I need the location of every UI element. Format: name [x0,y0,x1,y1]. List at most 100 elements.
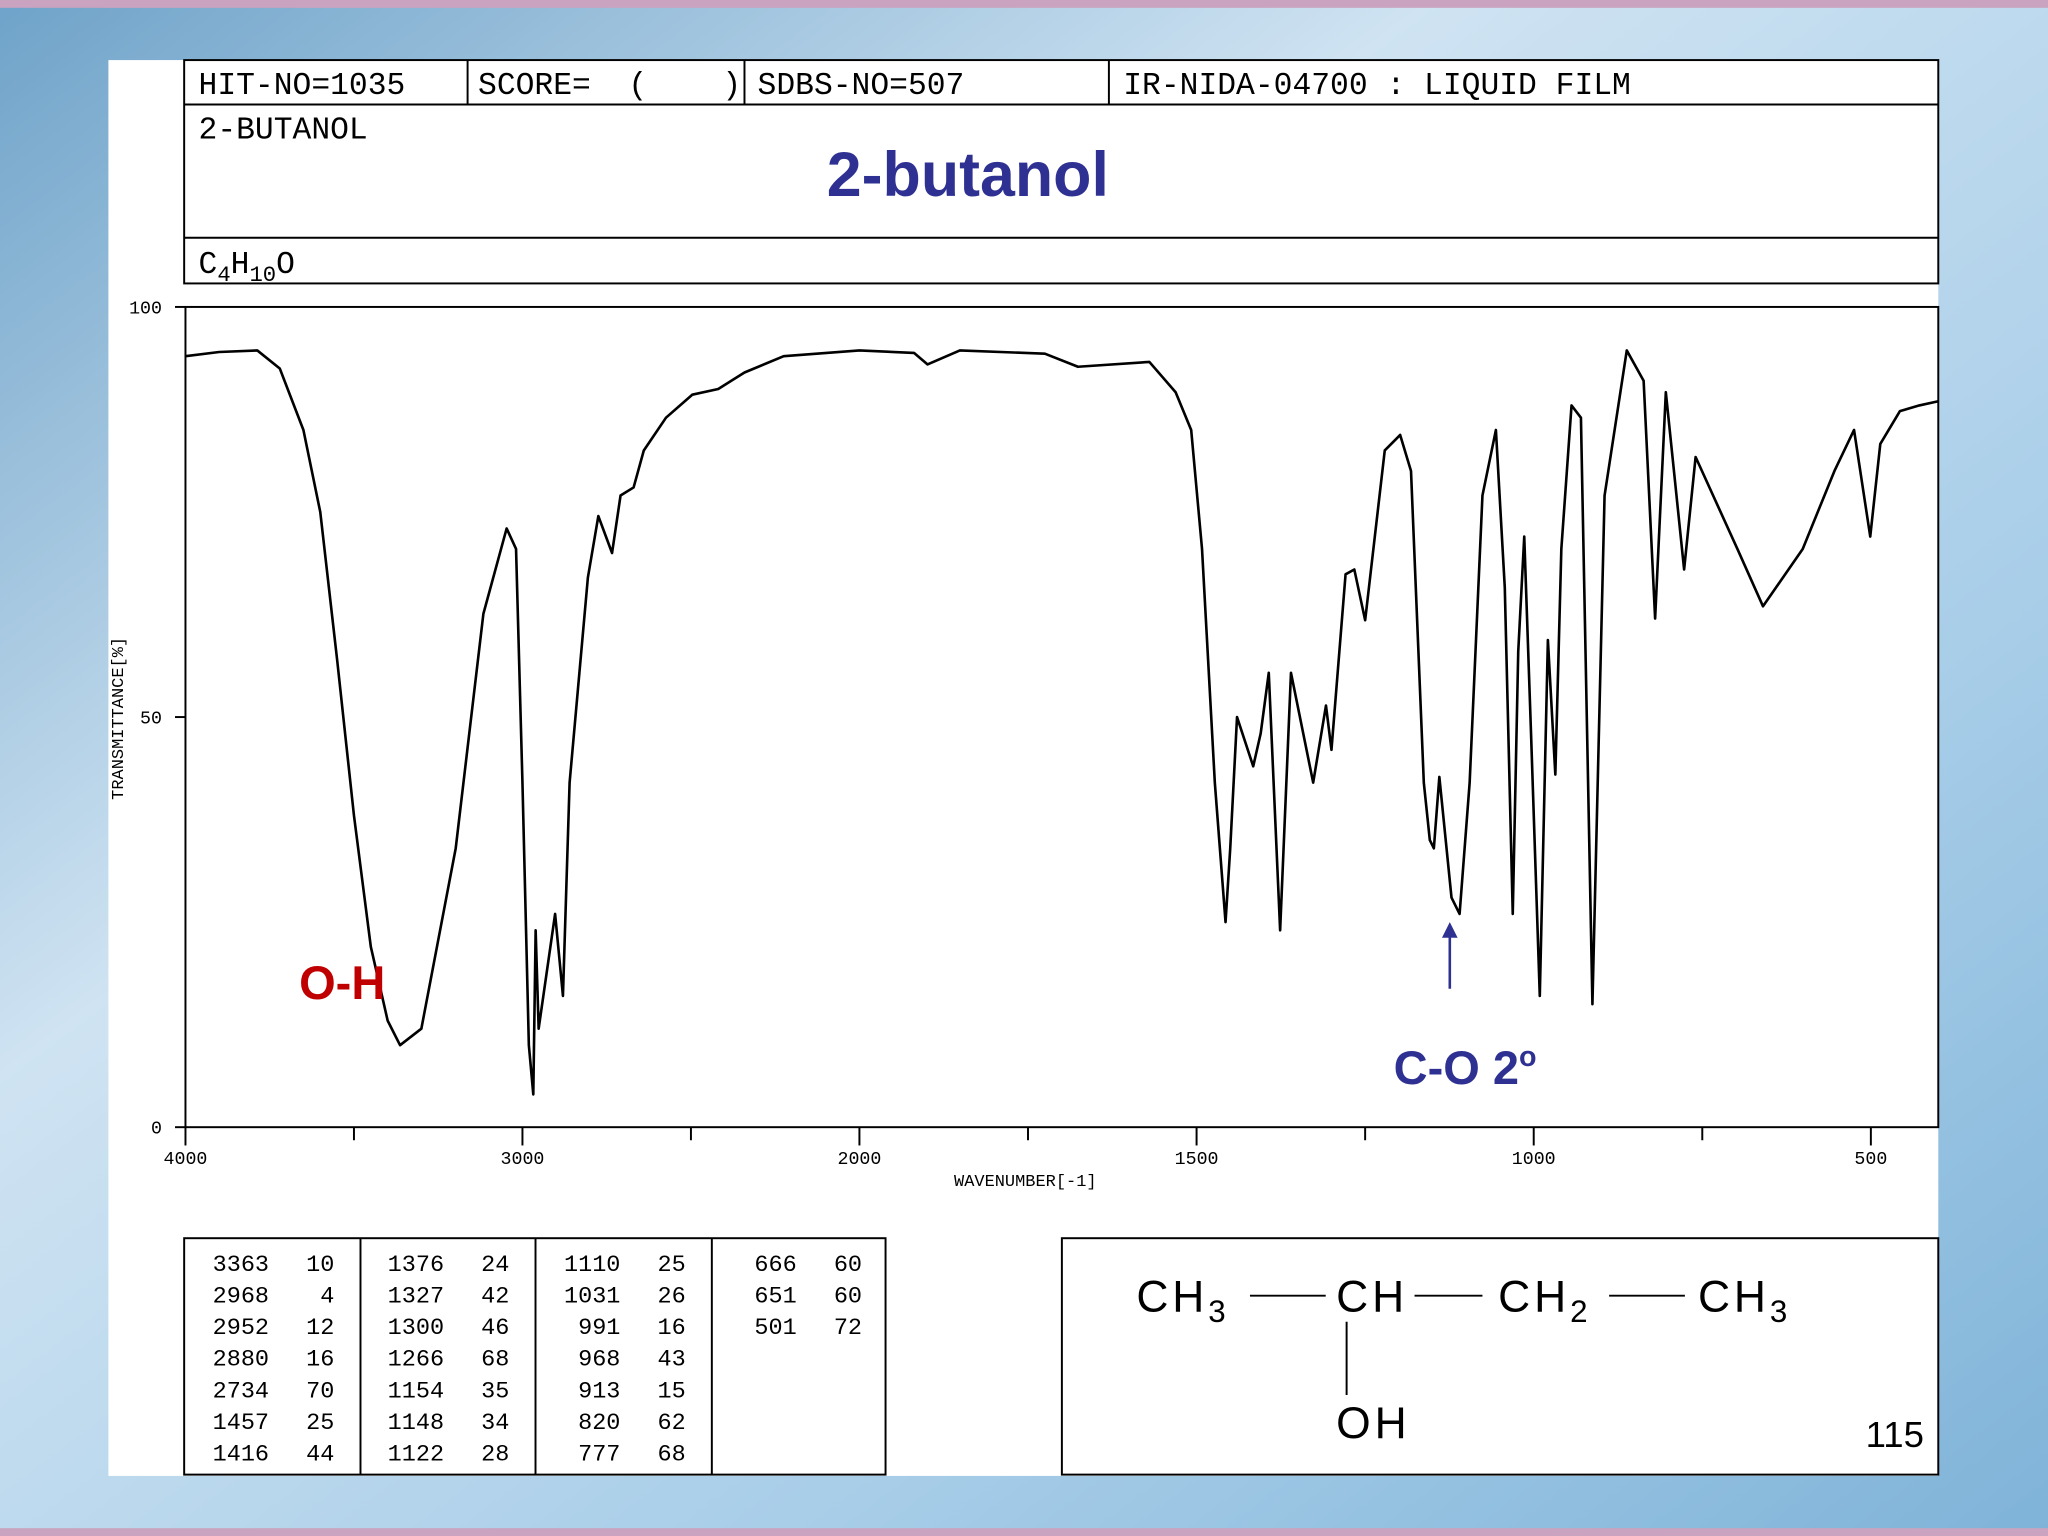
structure-group: CH3 [1698,1272,1791,1328]
peak-wavenumber: 968 [578,1347,620,1374]
structure-group: CH2 [1498,1272,1591,1328]
peak-transmittance: 60 [834,1283,862,1310]
peak-wavenumber: 1457 [213,1410,269,1437]
compound-name: 2-BUTANOL [199,113,368,148]
arrow-head [1441,922,1458,938]
peak-wavenumber: 777 [578,1442,620,1469]
page-number: 115 [1866,1414,1924,1455]
peak-transmittance: 12 [306,1315,334,1342]
x-axis-label: WAVENUMBER[-1] [954,1173,1097,1192]
top-stripe [0,0,2048,8]
peak-transmittance: 25 [657,1252,685,1279]
annotation: O-H [299,956,385,1009]
peak-wavenumber: 2968 [213,1283,269,1310]
x-tick-label: 3000 [501,1150,545,1170]
formula: C4H10O [199,248,295,288]
peak-transmittance: 24 [481,1252,509,1279]
annotation-text: C-O 2 [1394,1041,1519,1094]
peak-wavenumber: 820 [578,1410,620,1437]
peak-transmittance: 62 [657,1410,685,1437]
x-tick-label: 500 [1854,1150,1887,1170]
peak-transmittance: 34 [481,1410,509,1437]
header-frame [183,59,1940,285]
peak-transmittance: 44 [306,1442,334,1469]
method: IR-NIDA-04700 : LIQUID FILM [1123,69,1631,104]
peak-transmittance: 43 [657,1347,685,1374]
peak-transmittance: 10 [306,1252,334,1279]
peak-wavenumber: 651 [754,1283,796,1310]
peak-transmittance: 68 [481,1347,509,1374]
peak-transmittance: 42 [481,1283,509,1310]
group-subscript: 2 [1570,1294,1591,1329]
peak-wavenumber: 2734 [213,1378,269,1405]
peak-transmittance: 4 [320,1283,334,1310]
x-tick-label: 1500 [1175,1150,1219,1170]
peak-transmittance: 35 [481,1378,509,1405]
peak-transmittance: 25 [306,1410,334,1437]
peak-transmittance: 16 [306,1347,334,1374]
sdbs-no: SDBS-NO=507 [758,69,965,104]
bonds [1249,1294,1685,1395]
peak-wavenumber: 2952 [213,1315,269,1342]
peak-wavenumber: 1154 [388,1378,444,1405]
x-tick-label: 1000 [1512,1150,1556,1170]
peak-wavenumber: 1148 [388,1410,444,1437]
peak-wavenumber: 666 [754,1252,796,1279]
y-tick-label: 100 [129,299,162,319]
peak-transmittance: 70 [306,1378,334,1405]
annotation: C-O 2o [1394,1041,1537,1094]
table-frame [183,1237,1940,1476]
formula-element: O [276,248,295,283]
peak-wavenumber: 1266 [388,1347,444,1374]
peak-transmittance: 72 [834,1315,862,1342]
y-tick-label: 50 [140,710,162,730]
panel [108,60,1939,1476]
peak-transmittance: 28 [481,1442,509,1469]
peak-transmittance: 26 [657,1283,685,1310]
x-tick-label: 4000 [164,1150,208,1170]
structure-group: CH [1336,1272,1408,1321]
group-subscript: 3 [1208,1294,1229,1329]
x-tick-label: 2000 [837,1150,881,1170]
score: SCORE= ( ) [478,69,741,104]
peak-wavenumber: 501 [754,1315,796,1342]
y-tick-label: 0 [151,1120,162,1140]
annotation-text: O-H [299,956,385,1009]
group-atoms: CH [1136,1272,1208,1321]
group-atoms: CH [1498,1272,1570,1321]
group-subscript: 3 [1770,1294,1791,1329]
peak-wavenumber: 1300 [388,1315,444,1342]
formula-subscript: 10 [249,263,276,288]
header: HIT-NO=1035 SCORE= ( ) SDBS-NO=507 IR-NI… [199,69,1631,288]
annotation-superscript: o [1519,1041,1537,1073]
group-atoms: CH [1698,1272,1770,1321]
peak-wavenumber: 913 [578,1378,620,1405]
formula-element: C [199,248,218,283]
peak-transmittance: 60 [834,1252,862,1279]
hit-no: HIT-NO=1035 [199,69,406,104]
peak-wavenumber: 1122 [388,1442,444,1469]
spectrum-line [185,349,1939,1096]
peak-transmittance: 46 [481,1315,509,1342]
formula-element: H [231,248,250,283]
y-axis-label: TRANSMITTANCE[%] [110,637,129,800]
structure-group: CH3 [1136,1272,1229,1328]
group-atoms: CH [1336,1272,1408,1321]
chart-title: 2-butanol [827,140,1109,210]
peak-wavenumber: 1110 [564,1252,620,1279]
peak-wavenumber: 991 [578,1315,620,1342]
formula-subscript: 4 [217,263,230,288]
peak-wavenumber: 1376 [388,1252,444,1279]
structure-branch: OH [1336,1399,1410,1448]
peak-wavenumber: 1416 [213,1442,269,1469]
peak-transmittance: 15 [657,1378,685,1405]
peak-transmittance: 16 [657,1315,685,1342]
bottom-stripe [0,1528,2048,1536]
peak-transmittance: 68 [657,1442,685,1469]
peak-wavenumber: 2880 [213,1347,269,1374]
peak-wavenumber: 3363 [213,1252,269,1279]
peak-wavenumber: 1031 [564,1283,620,1310]
peak-wavenumber: 1327 [388,1283,444,1310]
